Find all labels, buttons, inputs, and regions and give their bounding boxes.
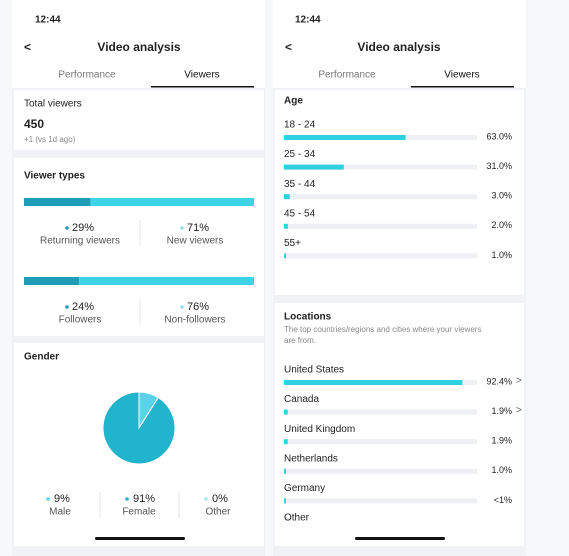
section-label: Locations — [284, 312, 332, 323]
value-label: 3.0% — [491, 191, 512, 201]
bar — [284, 194, 290, 200]
value-label: 1.0% — [491, 465, 512, 475]
value-label: 2.0% — [491, 220, 512, 230]
screen-title: Video analysis — [357, 40, 440, 54]
chevron: > — [516, 405, 522, 416]
row-name: 45 - 54 — [284, 208, 316, 219]
bar-segment — [24, 277, 80, 285]
bar-segment — [79, 277, 254, 285]
tab[interactable]: Viewers — [444, 70, 479, 81]
percent: 24% — [72, 301, 94, 313]
back-button[interactable]: < — [24, 40, 31, 54]
row-name: United States — [284, 365, 344, 376]
bar-track — [284, 409, 477, 415]
total-viewers: 450 — [24, 117, 44, 131]
row-name: 25 - 34 — [284, 149, 316, 160]
bar — [284, 135, 406, 140]
value-label: 1.0% — [491, 250, 512, 260]
home-indicator — [355, 537, 445, 540]
item-name: Returning viewers — [40, 236, 120, 247]
bar — [284, 439, 288, 445]
subtitle: The top countries/regions and cities whe… — [284, 325, 481, 334]
value-label: 1.9% — [491, 436, 512, 446]
bar-track — [284, 164, 477, 170]
home-indicator — [95, 537, 185, 540]
legend-dot — [180, 226, 184, 230]
legend-dot — [65, 305, 69, 309]
bar-track — [284, 194, 477, 200]
screen-title: Video analysis — [97, 40, 180, 54]
bar — [284, 164, 344, 170]
row-name: United Kingdom — [284, 424, 355, 435]
tab[interactable]: Performance — [318, 70, 376, 81]
bar-track — [284, 253, 477, 259]
value-label: 31.0% — [486, 161, 512, 171]
card — [14, 90, 264, 150]
bar — [284, 253, 286, 259]
row-name: Netherlands — [284, 453, 338, 464]
pie-slice — [102, 391, 176, 465]
section-label: Age — [284, 96, 303, 107]
percent: 9% — [54, 493, 70, 505]
change: +1 (vs 1d ago) — [24, 135, 76, 144]
value-label: 92.4% — [486, 376, 512, 386]
row-name: 55+ — [284, 238, 301, 249]
value-label: <1% — [494, 495, 512, 505]
header-left — [12, 0, 265, 88]
bar-segment — [90, 198, 254, 206]
item-name: Female — [122, 507, 156, 518]
legend-dot — [46, 497, 50, 501]
chevron: > — [516, 376, 522, 387]
subtitle: are from. — [284, 336, 316, 345]
percent: 71% — [187, 222, 209, 234]
status-time: 12:44 — [295, 15, 321, 26]
bar — [284, 223, 288, 229]
row-name: 18 - 24 — [284, 120, 316, 131]
bar-track — [284, 468, 477, 474]
bar-track — [284, 439, 477, 445]
value-label: 63.0% — [486, 131, 512, 141]
item-name: Male — [49, 507, 71, 518]
percent: 0% — [212, 493, 228, 505]
bar — [284, 409, 288, 415]
tab[interactable]: Performance — [58, 70, 116, 81]
row-name: Germany — [284, 483, 325, 494]
legend-dot — [204, 497, 208, 501]
legend-dot — [125, 497, 129, 501]
legend-dot — [180, 305, 184, 309]
item-name: Other — [205, 507, 231, 518]
percent: 29% — [72, 222, 94, 234]
item-name: Followers — [59, 315, 102, 326]
tab-underline — [411, 86, 514, 88]
section-label: Gender — [24, 352, 59, 363]
header-right — [273, 0, 526, 88]
row-name: Canada — [284, 394, 319, 405]
row-name: 35 - 44 — [284, 179, 316, 190]
percent: 91% — [133, 493, 155, 505]
card — [14, 158, 264, 336]
value-label: 1.9% — [491, 406, 512, 416]
item-name: Non-followers — [164, 315, 225, 326]
bar — [284, 380, 463, 385]
section-label: Total viewers — [24, 99, 82, 110]
legend-dot — [65, 226, 69, 230]
item-name: New viewers — [167, 236, 224, 247]
status-time: 12:44 — [35, 15, 61, 26]
row-name: Other — [284, 513, 310, 524]
bar — [284, 498, 286, 504]
bar-segment — [24, 198, 91, 206]
percent: 76% — [187, 301, 209, 313]
section-label: Viewer types — [24, 171, 85, 182]
back-button[interactable]: < — [285, 40, 292, 54]
bar-track — [284, 498, 477, 504]
bar — [284, 468, 286, 474]
card — [275, 303, 524, 546]
card — [275, 90, 524, 295]
bar-track — [284, 223, 477, 229]
tab-underline — [151, 86, 254, 88]
tab[interactable]: Viewers — [184, 70, 219, 81]
